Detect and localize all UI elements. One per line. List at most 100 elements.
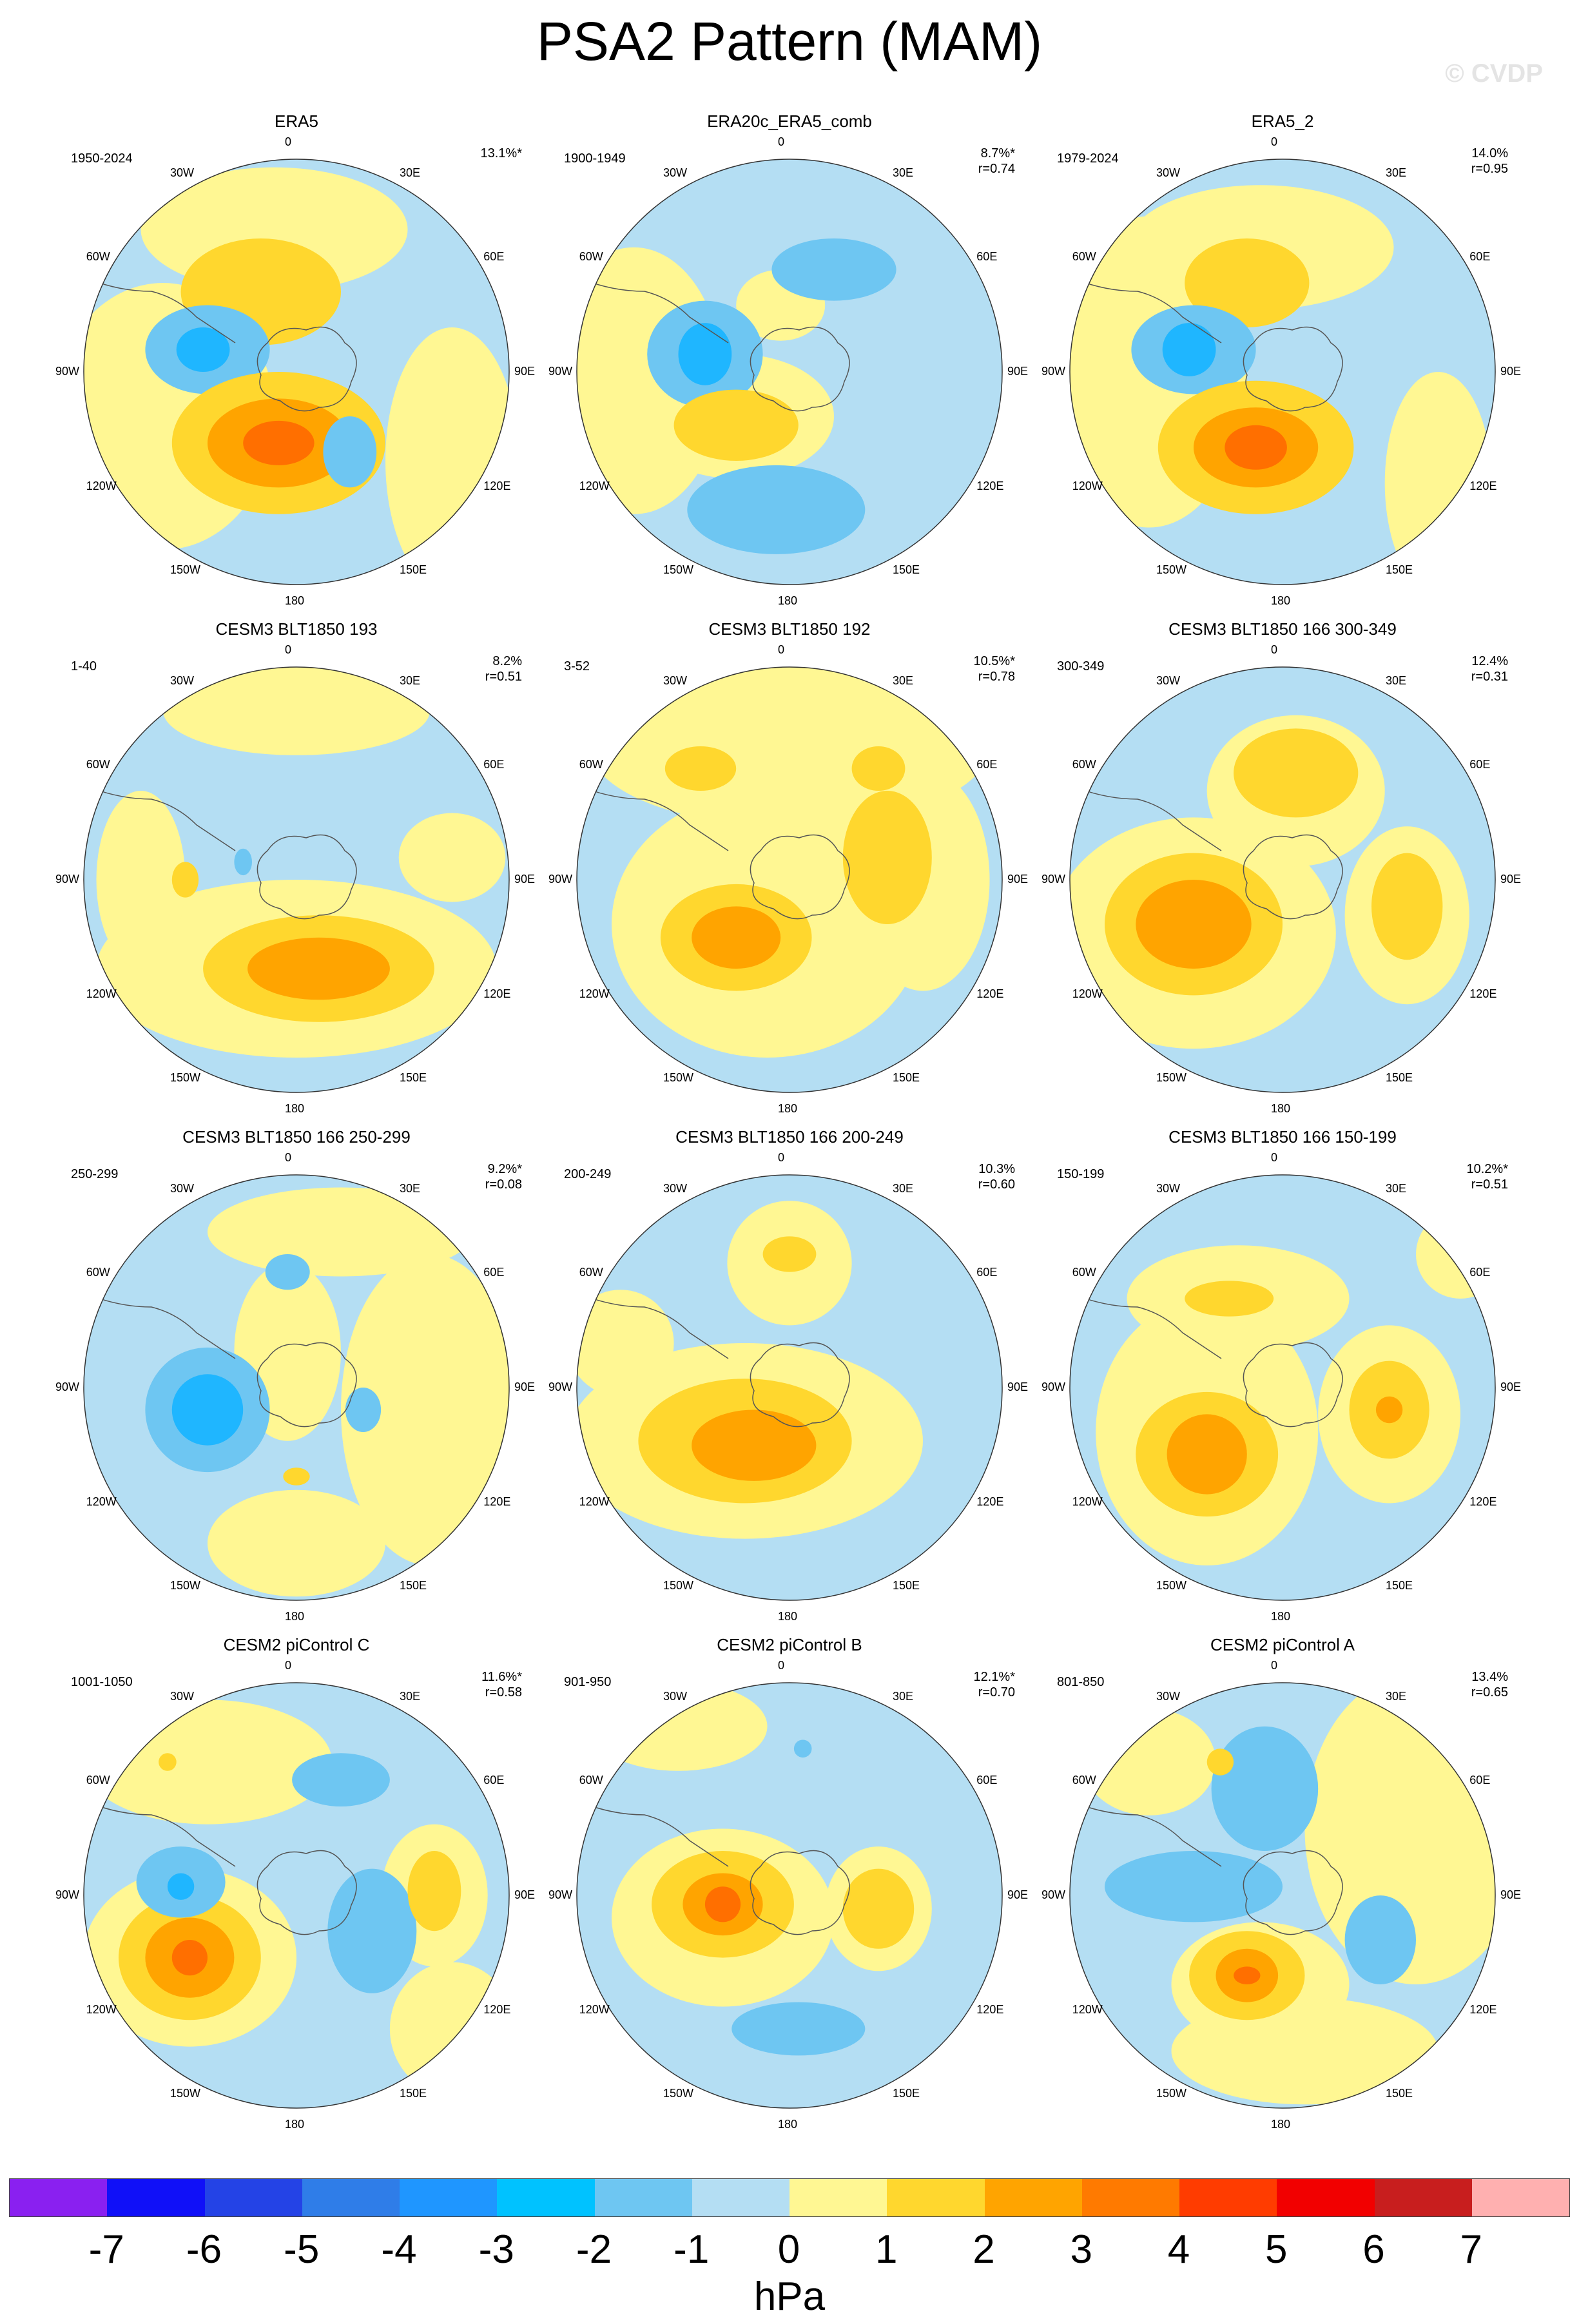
anomaly-contour <box>731 2002 866 2056</box>
variance-pct: 10.2%* <box>1466 1162 1509 1176</box>
longitude-label: 150E <box>1386 1579 1413 1593</box>
longitude-label: 0 <box>778 1151 785 1164</box>
colorbar-tick-label: -1 <box>673 2227 710 2272</box>
colorbar-tick-label: 1 <box>875 2227 898 2272</box>
longitude-label: 30E <box>400 673 421 687</box>
anomaly-contour <box>1234 728 1359 818</box>
panel-stats: 10.2%* r=0.51 <box>1444 1161 1509 1192</box>
panel-title: CESM3 BLT1850 166 250-299 <box>182 1127 411 1147</box>
map-boundary <box>1069 666 1496 1093</box>
longitude-label: 120W <box>579 1495 610 1508</box>
longitude-label: 30E <box>400 1689 421 1703</box>
longitude-label: 120W <box>579 987 610 1000</box>
polar-map <box>83 1682 510 2109</box>
polar-map <box>1069 1682 1496 2109</box>
pattern-correlation: r=0.65 <box>1471 1685 1508 1699</box>
panel-stats: 12.1%* r=0.70 <box>951 1669 1016 1700</box>
longitude-label: 60E <box>1469 1266 1491 1279</box>
antarctica-coastline <box>1243 1342 1343 1428</box>
longitude-label: 120W <box>86 2003 117 2016</box>
colorbar-tick-label: -2 <box>576 2227 612 2272</box>
anomaly-region <box>1171 1997 1439 2105</box>
colorbar-tick-label: 2 <box>973 2227 995 2272</box>
longitude-label: 30W <box>1156 166 1181 179</box>
longitude-label: 150E <box>1386 1071 1413 1085</box>
map-boundary <box>576 159 1003 585</box>
longitude-label: 180 <box>1271 1102 1291 1115</box>
map-boundary <box>576 1174 1003 1601</box>
anomaly-region <box>577 1290 674 1397</box>
map-boundary <box>83 1174 510 1601</box>
longitude-label: 90E <box>1007 1888 1029 1901</box>
colorbar-swatch <box>1471 2179 1569 2216</box>
anomaly-contour <box>851 746 906 791</box>
longitude-label: 150E <box>893 1071 920 1085</box>
figure-title: PSA2 Pattern (MAM) <box>536 11 1043 72</box>
antarctica-coastline <box>750 1850 850 1935</box>
longitude-label: 60W <box>579 1774 603 1787</box>
colorbar-unit: hPa <box>753 2274 826 2319</box>
polar-map <box>576 1174 1003 1601</box>
anomaly-contour <box>664 746 737 791</box>
panel-stats: 11.6%* r=0.58 <box>458 1669 522 1700</box>
anomaly-contour <box>265 1254 310 1290</box>
longitude-label: 180 <box>285 594 305 607</box>
anomaly-region <box>389 1962 509 2096</box>
pattern-correlation: r=0.08 <box>485 1177 522 1192</box>
antarctica-coastline <box>257 1850 357 1935</box>
variance-pct: 11.6%* <box>481 1670 522 1684</box>
variance-pct: 13.1%* <box>480 146 523 160</box>
panel-title: ERA5_2 <box>1251 111 1314 131</box>
anomaly-contour <box>1225 425 1287 470</box>
panel-period: 1979-2024 <box>1057 151 1119 166</box>
longitude-label: 0 <box>1271 643 1278 656</box>
pattern-correlation: r=0.78 <box>978 670 1015 684</box>
longitude-label: 30W <box>170 166 195 179</box>
colorbar-swatch <box>497 2179 595 2216</box>
longitude-label: 60W <box>86 1266 110 1279</box>
anomaly-region <box>341 1254 509 1565</box>
longitude-label: 60E <box>1469 250 1491 263</box>
panel-title: CESM2 piControl A <box>1210 1635 1355 1654</box>
longitude-label: 30E <box>893 1689 914 1703</box>
map-boundary <box>1069 1174 1496 1601</box>
anomaly-region <box>1416 1210 1495 1299</box>
longitude-label: 150W <box>663 1579 694 1593</box>
anomaly-contour <box>1136 880 1252 969</box>
south-america-coastline <box>1072 278 1222 344</box>
map-boundary <box>83 666 510 1093</box>
longitude-label: 90E <box>1007 365 1029 378</box>
longitude-label: 150E <box>1386 563 1413 577</box>
longitude-label: 150E <box>1386 2087 1413 2100</box>
colorbar-swatch <box>1081 2179 1179 2216</box>
colorbar-swatch <box>887 2179 985 2216</box>
anomaly-contour <box>234 848 252 876</box>
colorbar-swatch <box>1277 2179 1375 2216</box>
longitude-label: 150E <box>400 1579 427 1593</box>
panel-title: CESM3 BLT1850 192 <box>708 619 871 639</box>
antarctica-coastline <box>257 834 357 920</box>
map-panel: CESM3 BLT1850 166 300-349 300-349 12.4% r=0… <box>1018 619 1547 1128</box>
colorbar-tick-label: 3 <box>1070 2227 1092 2272</box>
longitude-label: 150E <box>400 563 427 577</box>
longitude-label: 90W <box>548 873 573 886</box>
longitude-label: 90W <box>55 1888 80 1901</box>
colorbar-swatch <box>10 2179 108 2216</box>
polar-map <box>1069 159 1496 585</box>
variance-pct: 12.1%* <box>973 1670 1016 1684</box>
longitude-label: 30W <box>663 166 688 179</box>
panel-period: 1900-1949 <box>564 151 626 166</box>
map-boundary <box>1069 159 1496 585</box>
polar-map <box>576 1682 1003 2109</box>
longitude-label: 30W <box>663 1181 688 1195</box>
longitude-label: 60W <box>1072 250 1096 263</box>
anomaly-contour <box>159 1753 177 1771</box>
polar-map <box>83 159 510 585</box>
colorbar-swatch <box>107 2179 205 2216</box>
anomaly-contour <box>1344 1895 1416 1984</box>
longitude-label: 180 <box>1271 1610 1291 1623</box>
colorbar <box>9 2178 1570 2217</box>
panel-title: CESM3 BLT1850 166 150-199 <box>1168 1127 1397 1147</box>
longitude-label: 60E <box>976 758 998 771</box>
longitude-label: 180 <box>285 1102 305 1115</box>
